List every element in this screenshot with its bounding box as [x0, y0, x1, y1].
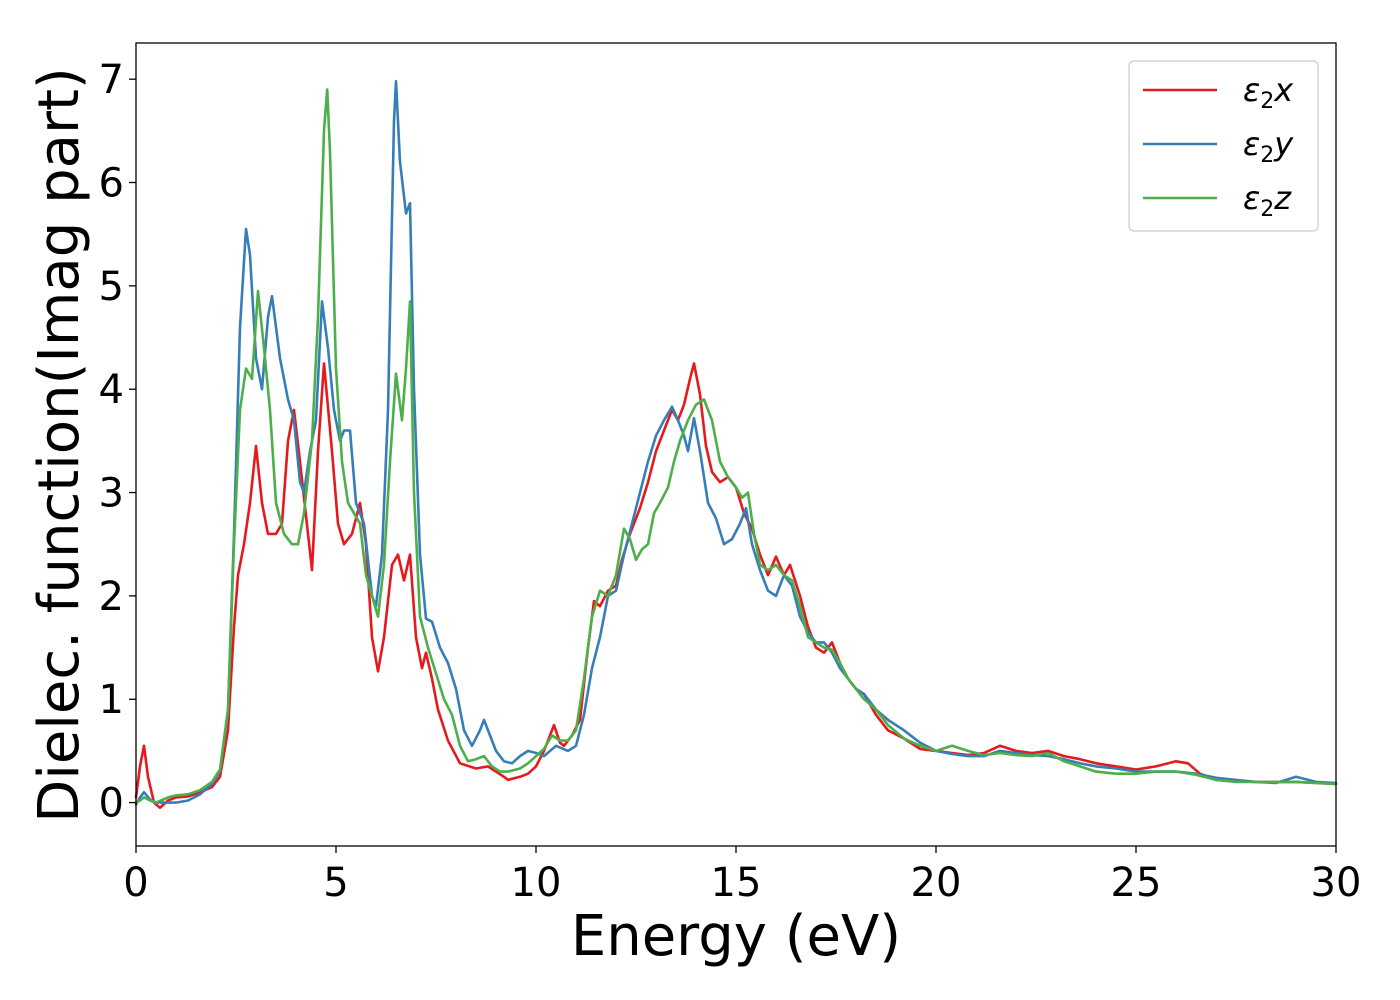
x-tick-label: 15	[711, 860, 762, 906]
y-tick-label: 5	[99, 264, 124, 310]
x-tick-label: 0	[123, 860, 148, 906]
y-tick-label: 1	[99, 677, 124, 723]
x-tick-label: 25	[1111, 860, 1162, 906]
x-tick-label: 30	[1311, 860, 1362, 906]
y-axis-ticks: 0 1 2 3 4 5 6 7	[99, 57, 136, 827]
y-tick-label: 3	[99, 471, 124, 517]
y-axis-label: Dielec. function(Imag part)	[27, 67, 92, 823]
series-line-z	[134, 88, 1338, 804]
series-line-y	[134, 79, 1338, 806]
legend-label-x: ε2x	[1243, 71, 1294, 114]
y-tick-label: 0	[99, 781, 124, 827]
x-tick-label: 5	[323, 860, 348, 906]
legend-box	[1128, 60, 1319, 232]
y-tick-label: 7	[99, 57, 124, 103]
legend: ε2x ε2y ε2z	[1128, 60, 1319, 232]
legend-label-z: ε2z	[1243, 179, 1292, 222]
y-tick-label: 2	[99, 574, 124, 620]
y-tick-label: 4	[99, 367, 124, 413]
series-line-x	[134, 362, 1338, 810]
y-tick-label: 6	[99, 161, 124, 207]
x-axis-label: Energy (eV)	[571, 904, 901, 969]
x-tick-label: 10	[511, 860, 562, 906]
series-lines	[134, 79, 1338, 810]
x-tick-label: 20	[911, 860, 962, 906]
legend-label-y: ε2y	[1243, 125, 1294, 168]
x-axis-ticks: 0 5 10 15 20 25 30	[123, 846, 1361, 906]
